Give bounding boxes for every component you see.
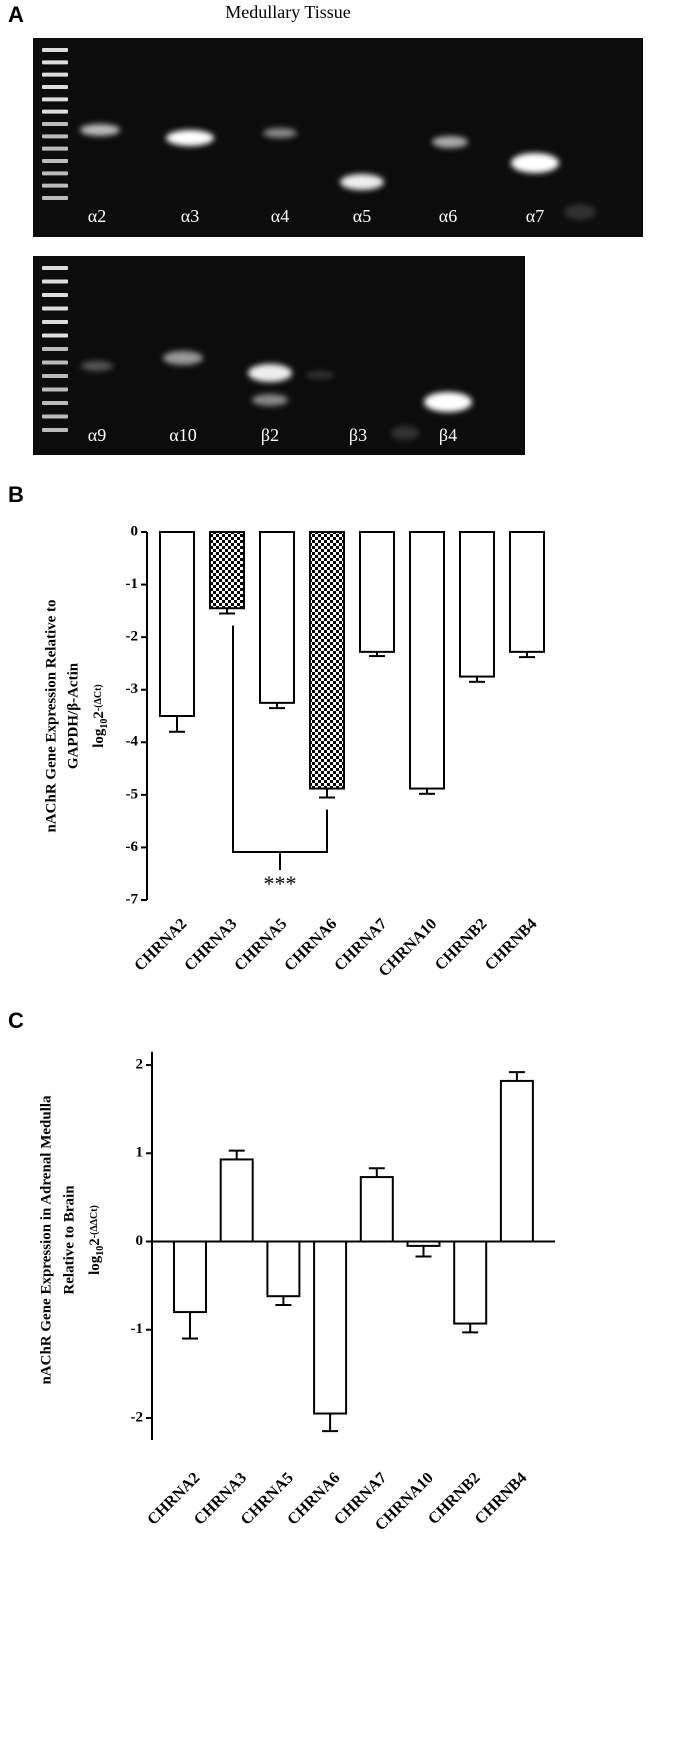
- bar: [409, 531, 445, 790]
- lane-label: α4: [271, 206, 289, 226]
- lane-label: α5: [353, 206, 371, 226]
- bar: [459, 531, 495, 678]
- y-axis-label: GAPDH/β-Actin: [65, 662, 81, 769]
- ladder-band: [42, 196, 68, 200]
- lane-label: α2: [88, 206, 106, 226]
- lane-label: α7: [526, 206, 544, 226]
- x-tick-label: CHRNA3: [181, 915, 240, 974]
- bar: [159, 531, 195, 717]
- ladder-band: [42, 266, 68, 270]
- lane-label: β4: [439, 425, 457, 445]
- y-tick-label: -1: [126, 576, 139, 592]
- x-tick-label: CHRNA2: [131, 915, 190, 974]
- y-tick-label: 1: [136, 1145, 144, 1161]
- y-tick-label: 0: [136, 1233, 144, 1249]
- y-tick-label: 2: [136, 1056, 144, 1072]
- y-axis-units: log102-(ΔΔCt): [87, 1205, 106, 1275]
- lane-label: α9: [88, 425, 106, 445]
- x-tick-label: CHRNB4: [482, 915, 541, 974]
- gel-image: [33, 38, 643, 237]
- x-tick-label: CHRNA6: [281, 915, 340, 974]
- lane-label: β2: [261, 425, 279, 445]
- y-tick-label: -2: [131, 1409, 144, 1425]
- units-part: log: [91, 728, 107, 748]
- bar: [359, 531, 395, 653]
- panel-label: B: [8, 482, 24, 507]
- ladder-band: [42, 134, 68, 139]
- ladder-band: [42, 279, 68, 284]
- ladder-band: [42, 333, 68, 338]
- bar: [509, 531, 545, 653]
- ladder-band: [42, 159, 68, 163]
- ladder-band: [42, 347, 68, 351]
- ladder-band: [42, 320, 68, 324]
- ladder-band: [42, 293, 68, 297]
- units-part: 10: [95, 1246, 106, 1256]
- units-part: -(ΔCt): [93, 684, 104, 711]
- ladder-band: [42, 360, 68, 365]
- units-part: -(ΔΔCt): [89, 1205, 100, 1238]
- ladder-band: [42, 146, 68, 151]
- ladder-band: [42, 414, 68, 419]
- y-axis-label: nAChR Gene Expression in Adrenal Medulla: [38, 1095, 54, 1385]
- lane-label: α10: [169, 425, 196, 445]
- ladder-band: [42, 183, 68, 188]
- lane-label: α6: [439, 206, 457, 226]
- gel-image: [33, 256, 525, 455]
- ladder-band: [42, 428, 68, 432]
- bar: [173, 1240, 207, 1314]
- y-tick-label: 0: [131, 523, 139, 539]
- bar: [209, 531, 245, 610]
- y-axis-label: nAChR Gene Expression Relative to: [43, 599, 59, 832]
- bar: [453, 1240, 488, 1325]
- y-tick-label: -1: [131, 1321, 144, 1337]
- lane-label: β3: [349, 425, 367, 445]
- units-part: 10: [99, 719, 110, 729]
- y-tick-label: -2: [126, 629, 139, 645]
- units-part: 2: [91, 711, 107, 719]
- y-axis-label: Relative to Brain: [61, 1185, 77, 1295]
- ladder-band: [42, 387, 68, 392]
- ladder-band: [42, 85, 68, 89]
- bar: [359, 1176, 394, 1243]
- gel-title: Medullary Tissue: [225, 2, 351, 22]
- ladder-band: [42, 171, 68, 176]
- ladder-band: [42, 72, 68, 77]
- ladder-band: [42, 97, 68, 102]
- gel-bands: [80, 124, 596, 440]
- gel-ladder: [42, 48, 68, 432]
- bar: [499, 1079, 534, 1243]
- bar: [259, 531, 295, 704]
- panel-label: C: [8, 1008, 24, 1033]
- x-tick-label: CHRNB2: [432, 915, 491, 974]
- bar: [219, 1158, 254, 1243]
- y-tick-label: -5: [126, 786, 139, 802]
- lane-label: α3: [181, 206, 199, 226]
- bar: [313, 1240, 348, 1415]
- y-axis-units: log102-(ΔCt): [91, 684, 110, 747]
- x-tick-label: CHRNB4: [472, 1469, 531, 1528]
- bar: [266, 1240, 301, 1298]
- ladder-band: [42, 374, 68, 378]
- bar: [309, 531, 345, 790]
- bar: [406, 1240, 441, 1247]
- ladder-band: [42, 48, 68, 52]
- significance-label: ***: [264, 871, 297, 896]
- ladder-band: [42, 60, 68, 65]
- y-tick-label: -4: [126, 734, 139, 750]
- ladder-band: [42, 109, 68, 114]
- units-part: log: [87, 1255, 103, 1275]
- units-part: 2: [87, 1238, 103, 1246]
- x-tick-label: CHRNA5: [231, 915, 290, 974]
- y-tick-label: -7: [126, 891, 139, 907]
- ladder-band: [42, 122, 68, 126]
- ladder-band: [42, 401, 68, 405]
- ladder-band: [42, 306, 68, 311]
- panel-label: A: [8, 2, 24, 27]
- y-tick-label: -3: [126, 681, 139, 697]
- y-tick-label: -6: [126, 839, 139, 855]
